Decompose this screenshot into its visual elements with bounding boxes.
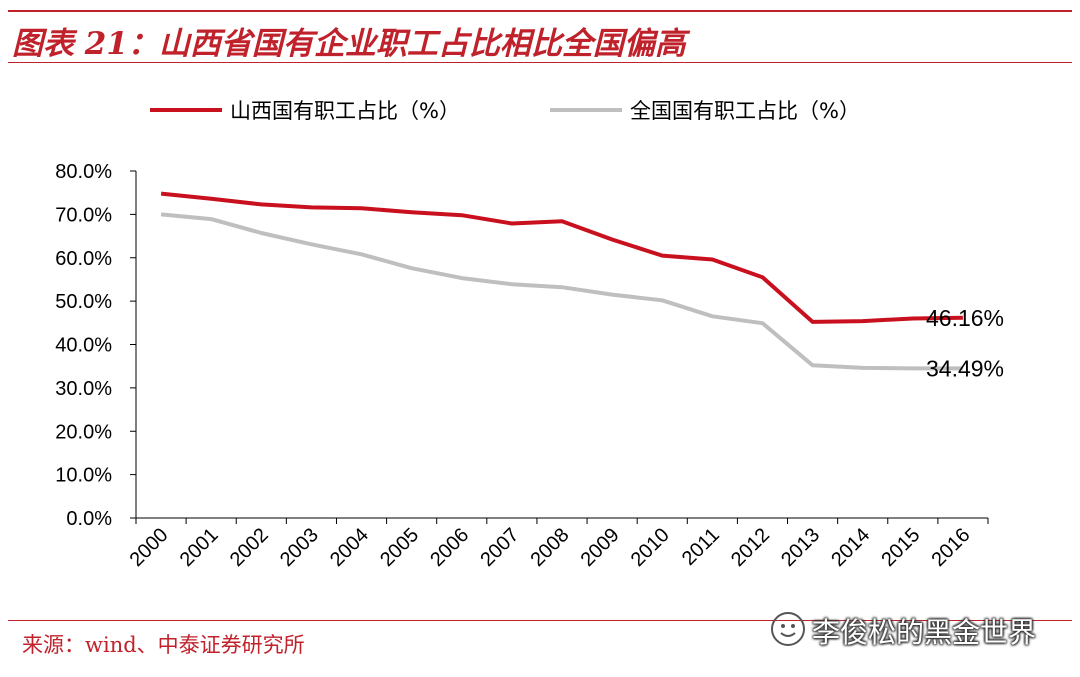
y-tick-label: 30.0% <box>55 378 112 400</box>
y-tick-label: 20.0% <box>55 421 112 443</box>
y-tick-label: 50.0% <box>55 291 112 313</box>
y-tick-label: 60.0% <box>55 248 112 270</box>
line-chart: 0.0% 10.0% 20.0% 30.0% 40.0% 50.0% 60.0% 70.0% 8… <box>55 99 1004 571</box>
series-line-shanxi <box>160 191 963 324</box>
x-tick-label: 2015 <box>877 524 924 571</box>
x-tick-label: 2014 <box>827 524 874 571</box>
series-line-national <box>160 212 963 371</box>
x-tick-label: 2008 <box>527 524 574 571</box>
y-tick-label: 10.0% <box>55 465 112 487</box>
x-tick-label: 2002 <box>226 524 273 571</box>
x-tick-label: 2000 <box>126 524 173 571</box>
wechat-icon <box>771 612 805 646</box>
watermark-text: 李俊松的黑金世界 <box>812 616 1037 649</box>
x-tick-label: 2011 <box>678 524 724 570</box>
x-tick-label: 2006 <box>426 524 473 571</box>
x-tick-label: 2007 <box>476 524 523 571</box>
y-tick-label: 70.0% <box>55 204 112 226</box>
x-tick-label: 2013 <box>777 524 824 571</box>
title-rule <box>8 62 1072 63</box>
bottom-rule <box>8 620 1072 621</box>
y-tick-label: 0.0% <box>66 508 112 530</box>
x-tick-label: 2010 <box>627 524 674 571</box>
data-label-national: 34.49% <box>926 355 1004 381</box>
x-tick-label: 2004 <box>326 524 373 571</box>
x-tick-label: 2012 <box>727 524 774 571</box>
watermark: 李俊松的黑金世界 <box>770 607 1070 653</box>
y-tick-label: 40.0% <box>55 335 112 357</box>
chart-title: 图表 21：山西省国有企业职工占比相比全国偏高 <box>12 26 686 62</box>
source-note: 来源：wind、中泰证券研究所 <box>22 633 305 657</box>
y-tick-label: 80.0% <box>55 161 112 183</box>
x-tick-label: 2001 <box>176 524 223 571</box>
top-rule <box>8 10 1072 12</box>
x-tick-label: 2009 <box>577 524 624 571</box>
x-tick-label: 2016 <box>927 524 974 571</box>
legend-shanxi-label: 山西国有职工占比（%） <box>230 99 460 123</box>
data-label-shanxi: 46.16% <box>926 305 1004 331</box>
legend-national-label: 全国国有职工占比（%） <box>630 99 860 123</box>
x-tick-label: 2003 <box>276 524 323 571</box>
x-tick-label: 2005 <box>376 524 423 571</box>
